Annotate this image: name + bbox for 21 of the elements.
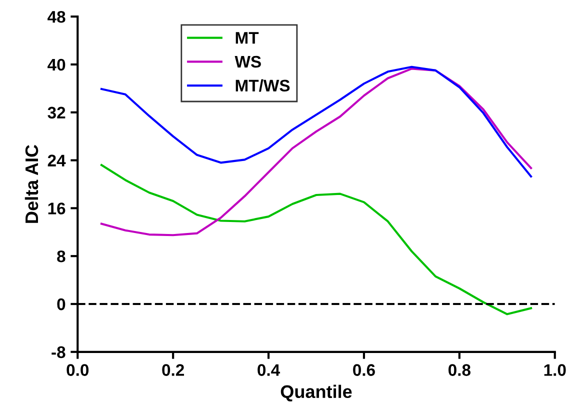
line-series <box>100 68 532 236</box>
y-tick-label: 48 <box>48 10 66 23</box>
x-tick-label: 0.8 <box>448 364 470 376</box>
y-tick-label: 8 <box>57 250 66 262</box>
y-tick-label: 40 <box>48 58 66 71</box>
y-axis-title: Delta AIC <box>24 144 38 223</box>
x-tick-label: 0.6 <box>353 364 375 376</box>
x-tick-label: 1.0 <box>544 364 566 376</box>
legend-label: WS <box>234 56 261 68</box>
y-tick-label: 32 <box>48 106 66 119</box>
y-tick-label: 16 <box>48 202 66 214</box>
x-axis-title: Quantile <box>280 384 352 402</box>
legend-label: MT/WS <box>236 79 290 92</box>
x-tick-label: 0.0 <box>66 364 89 376</box>
line-series <box>100 164 532 316</box>
x-tick-label: 0.2 <box>162 364 184 376</box>
y-tick-label: 0 <box>57 298 66 310</box>
legend-label: MT <box>236 32 259 44</box>
y-tick-label: 24 <box>48 154 66 166</box>
x-tick-label: 0.4 <box>258 364 280 376</box>
y-tick-label: -8 <box>52 346 66 358</box>
